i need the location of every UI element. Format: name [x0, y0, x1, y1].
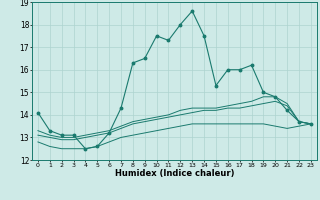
X-axis label: Humidex (Indice chaleur): Humidex (Indice chaleur) [115, 169, 234, 178]
